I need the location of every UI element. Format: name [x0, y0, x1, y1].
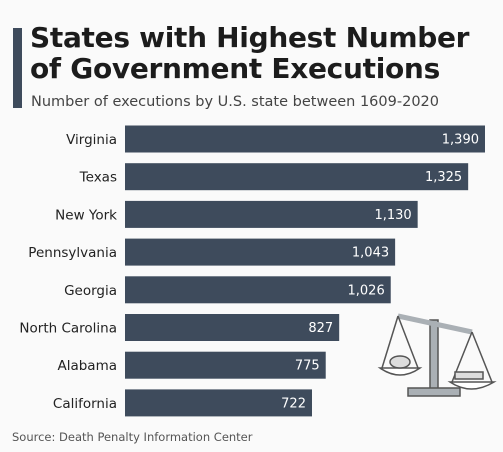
bar — [125, 314, 340, 341]
title-accent — [13, 28, 22, 108]
category-label: North Carolina — [19, 321, 117, 337]
value-label: 1,130 — [374, 208, 411, 223]
bar — [125, 125, 485, 153]
value-label: 775 — [295, 359, 320, 374]
value-label: 1,390 — [442, 133, 479, 148]
source: Source: Death Penalty Information Center — [12, 430, 253, 444]
scales-icon — [377, 313, 497, 397]
category-label: Virginia — [66, 132, 117, 148]
category-label: Texas — [79, 170, 117, 186]
chart-subtitle: Number of executions by U.S. state betwe… — [31, 94, 439, 110]
value-label: 1,043 — [352, 246, 389, 261]
category-label: California — [53, 396, 117, 412]
category-label: New York — [55, 207, 117, 223]
category-label: Pennsylvania — [28, 245, 117, 261]
bar — [125, 163, 469, 191]
value-label: 1,026 — [348, 283, 385, 298]
bar — [125, 200, 418, 228]
category-label: Georgia — [64, 283, 117, 299]
value-label: 1,325 — [425, 170, 462, 185]
category-label: Alabama — [57, 358, 117, 374]
bar — [125, 238, 396, 266]
value-label: 827 — [308, 321, 333, 336]
value-label: 722 — [281, 396, 306, 411]
bar — [125, 351, 326, 379]
chart-title: States with Highest Number of Government… — [30, 21, 470, 85]
bar — [125, 276, 391, 304]
bar — [125, 389, 312, 417]
